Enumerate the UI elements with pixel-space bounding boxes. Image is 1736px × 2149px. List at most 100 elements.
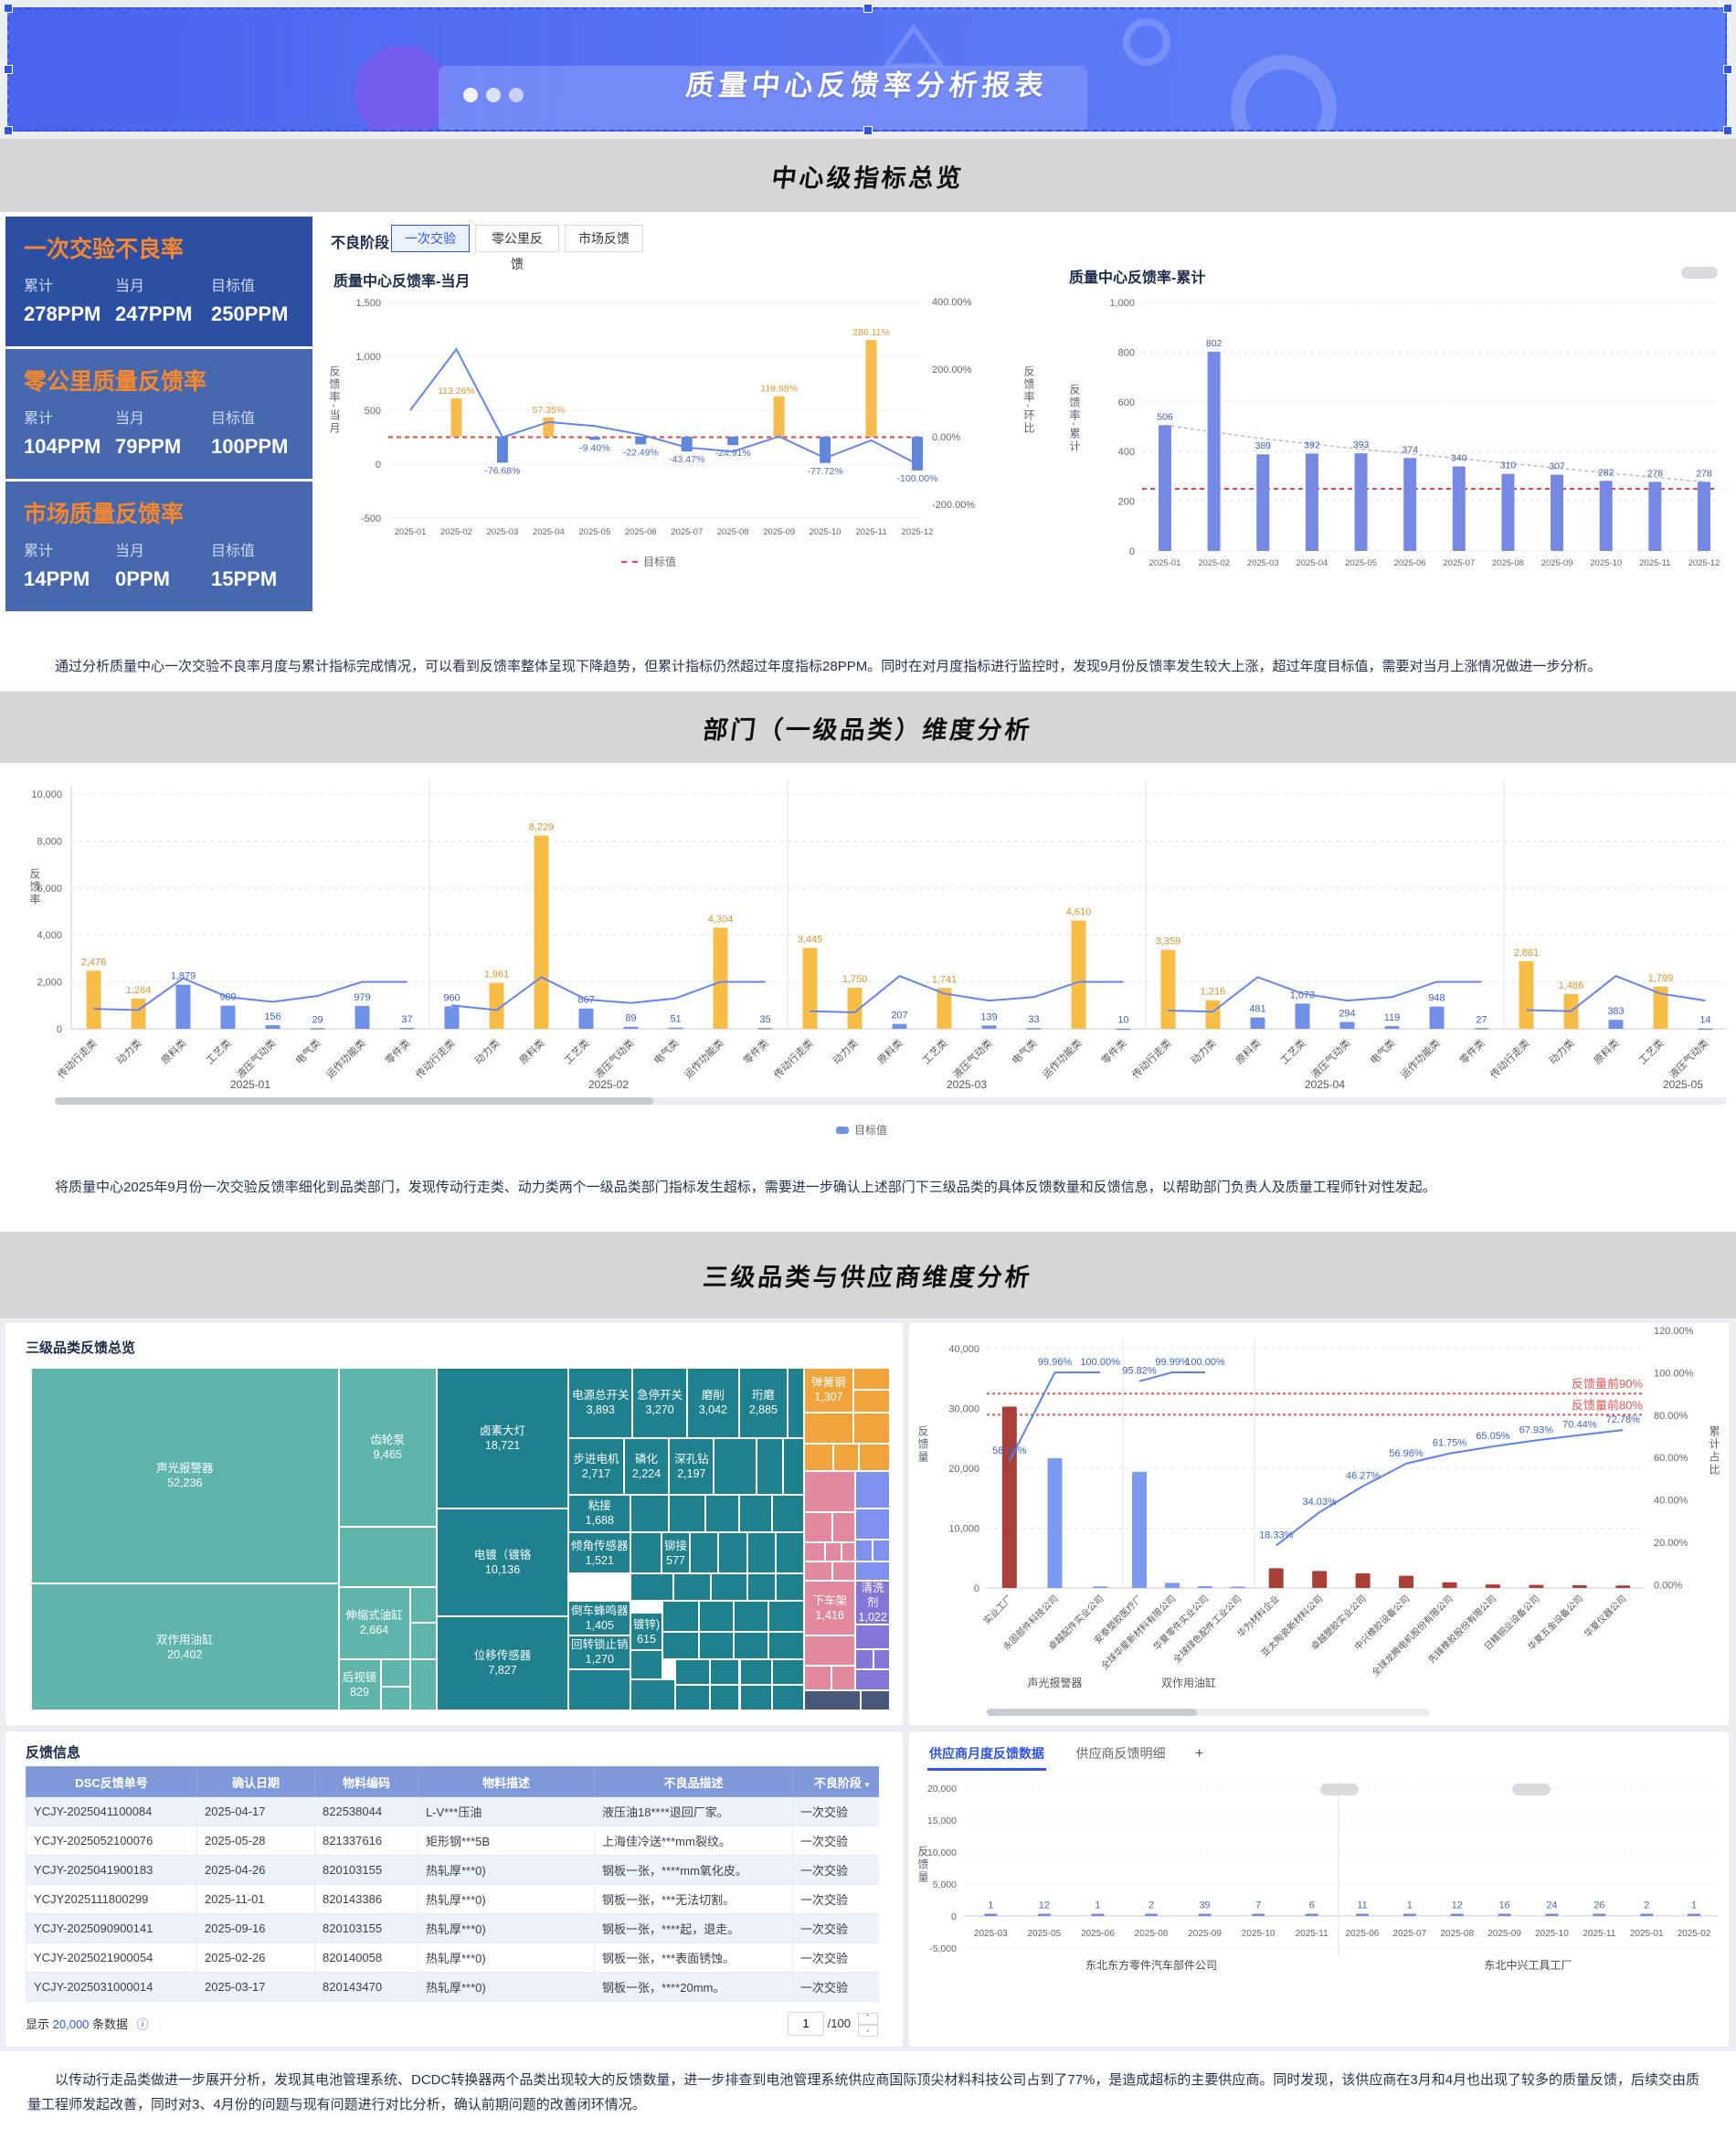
treemap-cell[interactable]: 后视镜 829	[338, 1658, 381, 1710]
treemap-cell-minor[interactable]	[630, 1679, 675, 1710]
treemap-cell-minor[interactable]	[804, 1635, 856, 1667]
treemap-cell[interactable]: 下车架 1,416	[804, 1580, 856, 1636]
treemap-cell-minor[interactable]	[380, 1686, 410, 1710]
plus-icon[interactable]: +	[1194, 1746, 1204, 1762]
pareto-scrollbar[interactable]	[987, 1709, 1430, 1716]
column-header-5[interactable]: 不良阶段 ▼	[792, 1766, 879, 1797]
treemap-cell-minor[interactable]	[804, 1511, 833, 1543]
treemap-cell-minor[interactable]	[859, 1443, 890, 1471]
treemap-cell-minor[interactable]	[852, 1390, 890, 1413]
treemap-cell-minor[interactable]	[852, 1412, 890, 1444]
selection-handle[interactable]	[863, 4, 873, 13]
treemap-cell-minor[interactable]	[675, 1658, 710, 1685]
treemap-cell-minor[interactable]	[855, 1539, 873, 1561]
treemap-cell-minor[interactable]	[832, 1561, 856, 1581]
treemap-cell[interactable]: 双作用油缸 20,402	[31, 1583, 339, 1710]
treemap-cell[interactable]: 倾角传感器 1,521	[568, 1532, 631, 1573]
treemap-cell-minor[interactable]	[768, 1601, 804, 1632]
treemap-cell-minor[interactable]	[804, 1412, 853, 1444]
treemap-cell-minor[interactable]	[772, 1494, 804, 1532]
treemap-cell-minor[interactable]	[788, 1368, 804, 1438]
selection-handle[interactable]	[1723, 65, 1732, 74]
treemap-cell-minor[interactable]	[709, 1684, 740, 1710]
treemap-cell[interactable]: 铆接 577	[661, 1532, 690, 1573]
treemap-cell[interactable]: 珩磨 2,885	[738, 1368, 789, 1438]
treemap-cell-minor[interactable]	[673, 1573, 712, 1601]
department-category-chart[interactable]: 10,000 8,000 6,000 4,000 2,000 0 2,478 1,284 1,8…	[0, 768, 1736, 1096]
treemap-cell-minor[interactable]	[739, 1684, 773, 1710]
treemap-cell-minor[interactable]	[855, 1508, 890, 1540]
treemap-cell[interactable]: 倒车蜂鸣器 1,405	[568, 1601, 631, 1636]
chart-toolbar-badge[interactable]	[1320, 1784, 1359, 1795]
treemap-cell-minor[interactable]	[709, 1658, 740, 1685]
category-treemap[interactable]: 声光报警器 52,236 双作用油缸 20,402 齿轮泵 9,465 伸缩式油缸 2,664…	[31, 1368, 890, 1710]
treemap-cell[interactable]: 声光报警器 52,236	[31, 1368, 339, 1584]
treemap-cell-minor[interactable]	[380, 1658, 410, 1687]
chart-toolbar-badge[interactable]	[1512, 1784, 1551, 1795]
treemap-cell-minor[interactable]	[804, 1542, 825, 1561]
funnel-icon[interactable]: ▼	[861, 1780, 872, 1789]
page-up-button[interactable]: ⌃	[857, 2012, 878, 2025]
dept-chart-legend[interactable]: 目标值	[836, 1122, 887, 1138]
treemap-cell-minor[interactable]	[630, 1494, 670, 1532]
info-icon[interactable]: ⓘ	[136, 2017, 149, 2031]
page-input[interactable]	[788, 2012, 824, 2036]
treemap-cell-minor[interactable]	[824, 1542, 842, 1561]
treemap-cell-minor[interactable]	[630, 1573, 674, 1601]
treemap-cell-minor[interactable]	[746, 1573, 776, 1601]
treemap-cell-minor[interactable]	[804, 1689, 862, 1710]
treemap-cell-minor[interactable]	[738, 1494, 773, 1532]
treemap-cell[interactable]: 磨削 3,042	[687, 1368, 739, 1438]
treemap-cell-minor[interactable]	[804, 1561, 833, 1581]
treemap-cell[interactable]: 弹簧钢 1,307	[804, 1368, 853, 1413]
treemap-cell-minor[interactable]	[775, 1573, 804, 1601]
treemap-cell[interactable]: 回转锁止销 1,270	[568, 1635, 631, 1669]
treemap-cell-minor[interactable]	[699, 1601, 734, 1632]
treemap-cell[interactable]: 磷化 2,224	[623, 1437, 670, 1495]
treemap-cell[interactable]: 急停开关 3,270	[632, 1368, 688, 1438]
table-row[interactable]: YCJY-2025052100076 2025-05-28 821337616 矩形钢…	[26, 1826, 879, 1856]
treemap-cell[interactable]: 伸缩式油缸 2,664	[338, 1587, 410, 1659]
selection-handle[interactable]	[4, 4, 13, 13]
selection-handle[interactable]	[1723, 126, 1732, 135]
treemap-cell-minor[interactable]	[855, 1561, 890, 1581]
table-row[interactable]: YCJY-2025090900141 2025-09-16 820103155 热轧厚…	[26, 1913, 879, 1943]
treemap-cell[interactable]: 位移传感器 7,827	[436, 1615, 569, 1710]
treemap-cell-minor[interactable]	[757, 1437, 784, 1495]
tab-supplier-monthly-data[interactable]: 供应商月度反馈数据	[927, 1739, 1046, 1771]
treemap-cell-minor[interactable]	[568, 1669, 631, 1710]
treemap-cell-minor[interactable]	[675, 1684, 710, 1710]
treemap-cell-minor[interactable]	[855, 1669, 890, 1690]
treemap-cell-minor[interactable]	[662, 1631, 700, 1659]
treemap-cell-minor[interactable]	[699, 1631, 734, 1659]
treemap-cell-minor[interactable]	[855, 1625, 890, 1649]
treemap-cell-minor[interactable]	[861, 1689, 890, 1710]
treemap-cell-minor[interactable]	[873, 1539, 890, 1561]
treemap-cell-minor[interactable]	[746, 1532, 776, 1573]
treemap-cell-minor[interactable]	[711, 1573, 747, 1601]
treemap-cell-minor[interactable]	[832, 1511, 856, 1543]
dept-chart-scrollbar-thumb[interactable]	[55, 1097, 653, 1105]
treemap-cell-minor[interactable]	[662, 1601, 700, 1632]
treemap-cell-minor[interactable]	[739, 1658, 773, 1685]
treemap-cell-minor[interactable]	[855, 1470, 890, 1509]
treemap-cell[interactable]: 镀锌) 615	[630, 1613, 662, 1651]
selection-handle[interactable]	[4, 126, 13, 135]
table-row[interactable]: YCJY-2025021900054 2025-02-26 820140058 热轧厚…	[26, 1943, 879, 1973]
tab-supplier-feedback-detail[interactable]: 供应商反馈明细	[1075, 1746, 1166, 1761]
treemap-cell-minor[interactable]	[338, 1527, 437, 1587]
table-row[interactable]: YCJY-2025031000014 2025-03-17 820143470 热轧厚…	[26, 1972, 879, 2002]
treemap-cell-minor[interactable]	[733, 1631, 769, 1659]
treemap-cell-minor[interactable]	[689, 1532, 718, 1573]
treemap-cell-minor[interactable]	[733, 1601, 769, 1632]
selection-handle[interactable]	[863, 126, 873, 135]
treemap-cell-minor[interactable]	[873, 1648, 890, 1669]
treemap-cell-minor[interactable]	[804, 1470, 856, 1512]
treemap-cell-minor[interactable]	[669, 1494, 705, 1532]
treemap-cell-minor[interactable]	[804, 1666, 832, 1690]
treemap-cell-minor[interactable]	[855, 1648, 874, 1669]
treemap-cell-minor[interactable]	[804, 1443, 833, 1471]
treemap-cell-minor[interactable]	[783, 1437, 804, 1495]
treemap-cell-minor[interactable]	[772, 1684, 804, 1710]
